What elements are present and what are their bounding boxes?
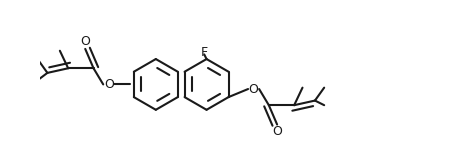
Text: F: F: [201, 46, 208, 59]
Text: O: O: [104, 78, 114, 91]
Text: O: O: [80, 35, 90, 49]
Text: O: O: [249, 82, 259, 95]
Text: O: O: [272, 125, 282, 138]
